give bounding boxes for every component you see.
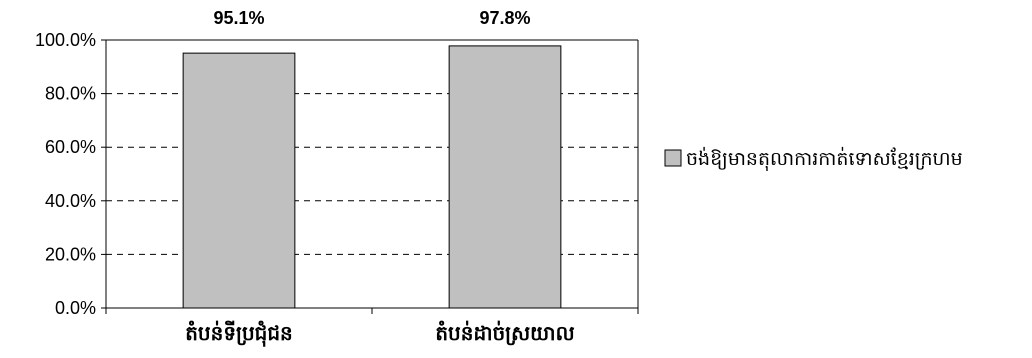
y-tick-label: 60.0% [45,137,96,157]
legend-label: ចង់ឱ្យមានតុលាការកាត់ទោសខ្មែរក្រហម [686,146,963,172]
x-ticks [105,308,639,314]
category-label: តំបន់ទីប្រជុំជន [185,320,293,347]
y-tick-label: 0.0% [55,298,96,318]
y-tick-label: 100.0% [35,30,96,50]
legend: ចង់ឱ្យមានតុលាការកាត់ទោសខ្មែរក្រហម [664,146,963,172]
category-labels: តំបន់ទីប្រជុំជន តំបន់ដាច់ស្រយាល [185,320,574,347]
category-label: តំបន់ដាច់ស្រយាល [435,320,574,346]
bars [182,45,562,309]
y-tick-label: 40.0% [45,191,96,211]
data-label: 95.1% [213,8,264,28]
y-tick-label: 80.0% [45,84,96,104]
bar [448,45,562,309]
data-labels: 95.1% 97.8% [213,8,530,28]
y-tick-label: 20.0% [45,244,96,264]
data-label: 97.8% [479,8,530,28]
y-ticks: 0.0% 20.0% 40.0% 60.0% 80.0% 100.0% [35,30,106,318]
bar [182,52,296,309]
legend-swatch [664,149,682,167]
